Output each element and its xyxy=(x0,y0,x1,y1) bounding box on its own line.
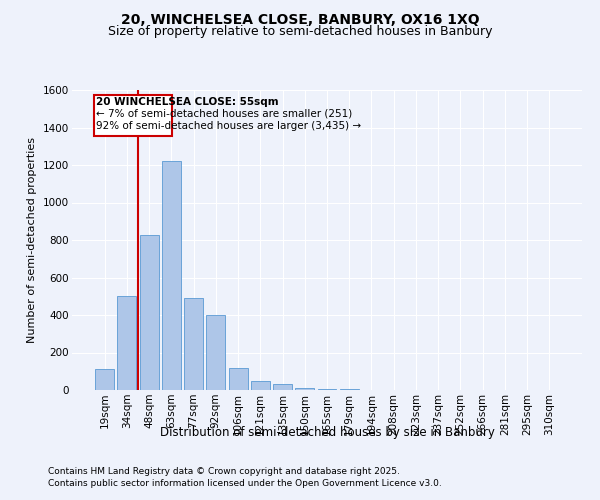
Y-axis label: Number of semi-detached properties: Number of semi-detached properties xyxy=(28,137,37,343)
Bar xyxy=(251,380,270,390)
Bar xyxy=(118,296,136,390)
Text: ← 7% of semi-detached houses are smaller (251): ← 7% of semi-detached houses are smaller… xyxy=(96,109,352,118)
Bar xyxy=(162,161,181,390)
Bar xyxy=(317,389,337,390)
Text: 20 WINCHELSEA CLOSE: 55sqm: 20 WINCHELSEA CLOSE: 55sqm xyxy=(96,96,278,106)
Bar xyxy=(273,384,292,390)
Bar xyxy=(140,236,158,390)
FancyBboxPatch shape xyxy=(94,94,172,136)
Bar xyxy=(184,298,203,390)
Bar xyxy=(229,368,248,390)
Text: Contains public sector information licensed under the Open Government Licence v3: Contains public sector information licen… xyxy=(48,478,442,488)
Text: 20, WINCHELSEA CLOSE, BANBURY, OX16 1XQ: 20, WINCHELSEA CLOSE, BANBURY, OX16 1XQ xyxy=(121,12,479,26)
Text: 92% of semi-detached houses are larger (3,435) →: 92% of semi-detached houses are larger (… xyxy=(96,121,361,131)
Text: Contains HM Land Registry data © Crown copyright and database right 2025.: Contains HM Land Registry data © Crown c… xyxy=(48,467,400,476)
Text: Size of property relative to semi-detached houses in Banbury: Size of property relative to semi-detach… xyxy=(108,25,492,38)
Bar xyxy=(206,315,225,390)
Bar xyxy=(95,370,114,390)
Text: Distribution of semi-detached houses by size in Banbury: Distribution of semi-detached houses by … xyxy=(160,426,494,439)
Bar xyxy=(295,388,314,390)
